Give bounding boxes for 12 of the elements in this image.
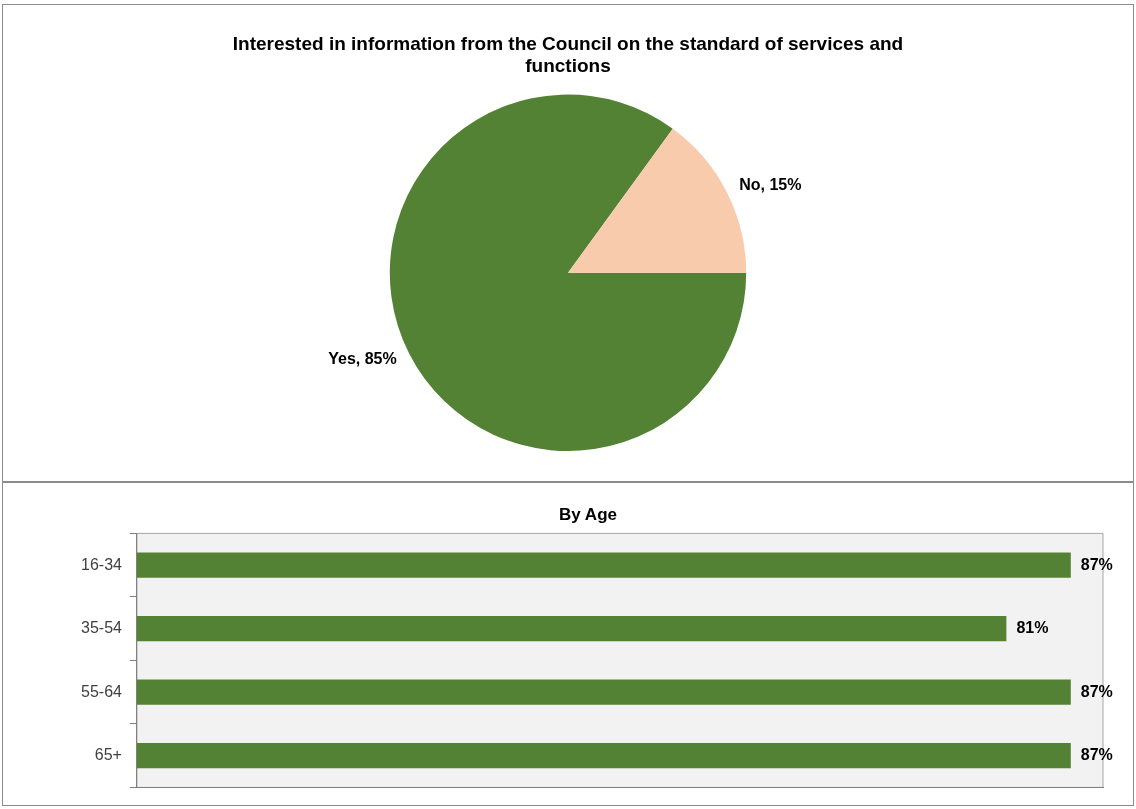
y-tick-label: 35-54 <box>81 619 123 637</box>
slice-label: No, 15% <box>739 175 802 193</box>
data-label: 87% <box>1080 682 1113 700</box>
y-tick-label: 55-64 <box>81 682 123 700</box>
data-label: 87% <box>1080 746 1113 764</box>
data-label: 87% <box>1080 555 1113 573</box>
data-label: 81% <box>1016 619 1049 637</box>
chart-title: Interested in information from the Council on the standard of services and functions <box>232 32 904 77</box>
chart-title: By Age <box>559 504 617 524</box>
y-tick-label: 16-34 <box>81 555 123 573</box>
y-tick-label: 65+ <box>94 746 122 764</box>
slice-label: Yes, 85% <box>328 350 397 368</box>
